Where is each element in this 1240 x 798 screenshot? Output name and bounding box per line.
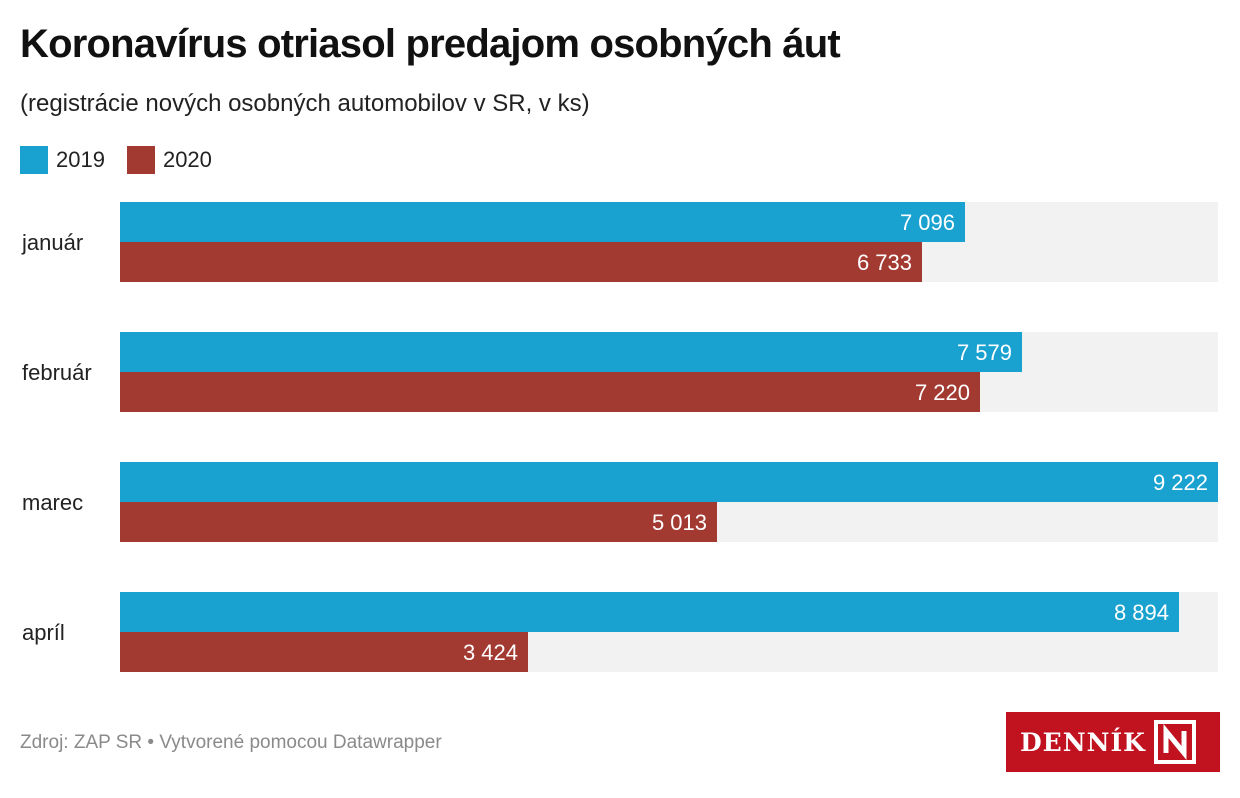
data-label: 6 733 (857, 250, 912, 275)
legend-swatch-2020 (126, 146, 155, 174)
dennik-n-logo-icon (1153, 720, 1196, 764)
bar-2019-0 (120, 202, 965, 242)
data-label: 7 579 (957, 340, 1012, 365)
chart-title: Koronavírus otriasol predajom osobných á… (20, 22, 841, 66)
data-label: 7 096 (900, 210, 955, 235)
bar-2019-3 (120, 592, 1179, 632)
category-label: január (21, 230, 83, 255)
chart-legend: 2019 2020 (20, 146, 234, 174)
data-label: 3 424 (463, 640, 518, 665)
category-label: apríl (22, 620, 65, 645)
legend-swatch-2019 (20, 146, 48, 174)
source-footer: Zdroj: ZAP SR • Vytvorené pomocou Datawr… (20, 732, 442, 753)
chart-subtitle: (registrácie nových osobných automobilov… (20, 90, 590, 117)
legend-item-2020: 2020 (126, 146, 212, 174)
bar-2020-2 (120, 502, 717, 542)
bar-2020-1 (120, 372, 980, 412)
data-label: 9 222 (1153, 470, 1208, 495)
bar-2019-1 (120, 332, 1022, 372)
logo-text: DENNÍK (1020, 727, 1146, 757)
legend-item-2019: 2019 (20, 146, 105, 174)
bar-2019-2 (120, 462, 1218, 502)
legend-label-2020: 2020 (162, 147, 212, 172)
data-label: 5 013 (652, 510, 707, 535)
bar-2020-3 (120, 632, 528, 672)
legend-label-2019: 2019 (56, 147, 105, 172)
dennik-logo[interactable]: DENNÍK (1006, 712, 1220, 772)
category-label: február (22, 360, 92, 385)
data-label: 7 220 (915, 380, 970, 405)
data-label: 8 894 (1114, 600, 1169, 625)
category-label: marec (22, 490, 83, 515)
bar-2020-0 (120, 242, 922, 282)
bar-chart: január 7 096 6 733 február 7 579 7 220 marec 9 … (21, 202, 1218, 672)
